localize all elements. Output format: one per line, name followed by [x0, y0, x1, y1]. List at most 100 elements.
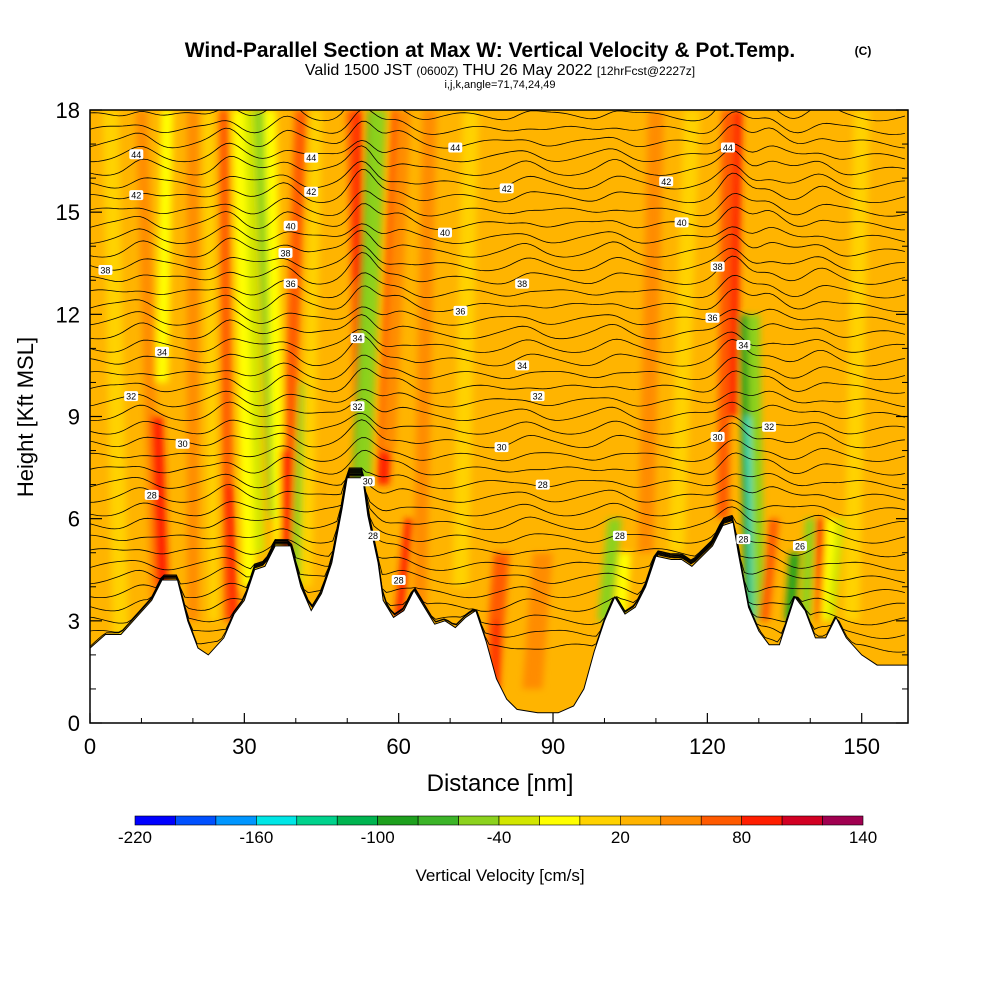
velocity-band: [394, 518, 413, 621]
velocity-band: [668, 110, 700, 553]
theta-label: 32: [124, 391, 139, 402]
theta-contour: [90, 103, 905, 107]
theta-contour: [90, 449, 905, 476]
theta-contour: [90, 272, 905, 299]
velocity-band: [300, 110, 323, 587]
theta-contour: [90, 468, 906, 503]
velocity-band: [279, 110, 307, 553]
theta-contour: [90, 389, 905, 408]
theta-label-text: 36: [286, 279, 296, 289]
velocity-band: [381, 110, 411, 451]
colorbar-tick-label: 80: [732, 828, 751, 847]
colorbar-swatch: [620, 815, 662, 826]
theta-contour: [90, 473, 906, 599]
theta-label: 36: [705, 312, 720, 323]
theta-contour: [90, 354, 906, 381]
x-tick-label: 120: [689, 734, 726, 759]
velocity-band: [820, 518, 836, 621]
theta-label-text: 36: [455, 306, 465, 316]
y-tick-label: 15: [56, 200, 80, 225]
theta-label-text: 40: [286, 221, 296, 231]
colorbar-tick-label: -220: [118, 828, 152, 847]
theta-contour: [90, 472, 905, 585]
colorbar-tick-label: 20: [611, 828, 630, 847]
theta-contour: [90, 469, 905, 531]
theta-label-text: 44: [723, 143, 733, 153]
velocity-band: [747, 314, 765, 621]
theta-contour: [90, 474, 905, 626]
theta-label-text: 28: [147, 490, 157, 500]
velocity-band: [354, 110, 387, 485]
colorbar-tick-label: -100: [361, 828, 395, 847]
theta-contour: [90, 120, 905, 149]
velocity-band: [244, 110, 265, 553]
colorbar-tick-label: -160: [239, 828, 273, 847]
theta-contour: [90, 367, 905, 394]
theta-label: 42: [304, 186, 319, 197]
x-tick-label: 30: [232, 734, 256, 759]
theta-label-text: 32: [353, 402, 363, 412]
theta-label-text: 44: [450, 143, 460, 153]
colorbar-swatch: [579, 815, 621, 826]
colorbar-swatch: [296, 815, 338, 826]
theta-contour: [90, 110, 905, 135]
theta-contour: [90, 110, 906, 122]
theta-label: 28: [612, 530, 627, 541]
theta-label-text: 34: [353, 334, 363, 344]
colorbar-swatch: [822, 815, 864, 826]
theta-label: 42: [499, 183, 514, 194]
theta-contour: [90, 328, 905, 353]
theta-label: 38: [98, 265, 113, 276]
theta-contour: [90, 223, 905, 244]
theta-label-text: 38: [713, 262, 723, 272]
theta-label-text: 30: [497, 443, 507, 453]
theta-label: 28: [535, 479, 550, 490]
contour-labels: 44 44 44 44 42 42 42 42 40 40 40 38 38 38 38 36 36 36 34 34…: [98, 142, 807, 585]
plot-area: 44 44 44 44 42 42 42 42 40 40 40 38 38 38 38 36 36 36 34 34…: [90, 103, 908, 723]
colorbar-swatch: [741, 815, 783, 826]
theta-label-text: 40: [677, 218, 687, 228]
theta-label: 28: [391, 574, 406, 585]
x-tick-label: 0: [84, 734, 96, 759]
velocity-band: [102, 110, 129, 655]
colorbar-swatch: [700, 815, 742, 826]
theta-label: 40: [437, 227, 452, 238]
theta-label: 40: [674, 217, 689, 228]
theta-label: 34: [515, 360, 530, 371]
theta-label: 34: [736, 339, 751, 350]
theta-contour: [90, 470, 905, 558]
velocity-band: [758, 518, 780, 621]
velocity-band: [637, 110, 664, 553]
theta-label-text: 42: [306, 187, 316, 197]
velocity-band: [224, 484, 239, 621]
colorbar-swatch: [498, 815, 540, 826]
theta-label-text: 38: [280, 249, 290, 259]
velocity-band: [186, 110, 199, 621]
subtitle-valid: Valid 1500 JST: [305, 62, 413, 79]
theta-label: 30: [494, 442, 509, 453]
theta-contour: [90, 252, 905, 285]
theta-contour: [90, 306, 905, 326]
theta-contour: [90, 244, 905, 272]
colorbar-tick-label: 140: [849, 828, 877, 847]
y-tick-label: 0: [68, 711, 80, 736]
theta-contour: [90, 145, 905, 176]
chart-title: Wind-Parallel Section at Max W: Vertical…: [185, 39, 796, 62]
colorbar-tick-label: -40: [487, 828, 512, 847]
velocity-band: [452, 110, 479, 587]
colorbar-swatch: [336, 815, 378, 826]
theta-label-text: 30: [713, 432, 723, 442]
theta-label: 44: [304, 152, 319, 163]
subtitle-fcst: [12hrFcst@2227z]: [597, 64, 695, 78]
theta-label: 32: [530, 391, 545, 402]
theta-contour: [90, 139, 906, 163]
theta-label: 40: [283, 220, 298, 231]
title-mark: (C): [855, 44, 872, 58]
theta-label: 28: [736, 534, 751, 545]
colorbar-swatch: [458, 815, 500, 826]
theta-contour: [90, 190, 905, 217]
theta-label-text: 40: [440, 228, 450, 238]
y-tick-label: 12: [56, 302, 80, 327]
velocity-band: [203, 110, 219, 621]
